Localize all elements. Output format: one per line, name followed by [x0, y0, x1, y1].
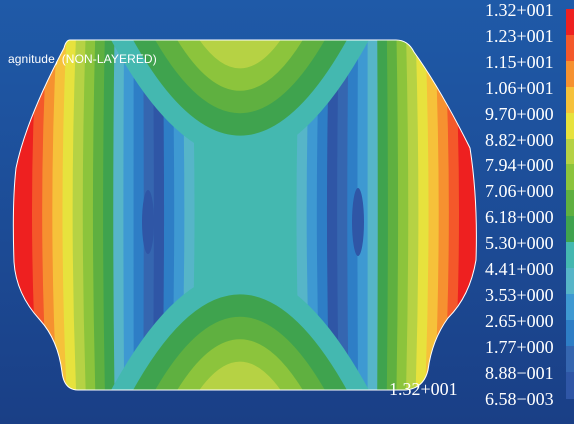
legend-label: 6.58−003 — [485, 388, 554, 409]
legend-label: 1.23+001 — [485, 25, 554, 46]
legend-label: 2.65+000 — [485, 310, 554, 331]
legend-label: 1.77+000 — [485, 336, 554, 357]
legend-swatch — [566, 190, 574, 218]
legend-swatch — [566, 268, 574, 295]
legend-label: 6.18+000 — [485, 207, 554, 228]
legend-label: 9.70+000 — [485, 103, 554, 124]
legend-swatch — [566, 371, 574, 399]
legend-label: 7.06+000 — [485, 181, 554, 202]
legend-swatch — [566, 345, 574, 373]
legend-swatch — [566, 9, 574, 36]
probe-value-label: 1.32+001 — [389, 379, 458, 399]
legend-label: 7.94+000 — [485, 155, 554, 176]
legend-label: 4.41+000 — [485, 259, 554, 279]
legend-label: 8.88−001 — [485, 362, 554, 383]
legend-swatch — [566, 216, 574, 244]
legend-swatch — [566, 112, 574, 140]
legend-swatch — [566, 293, 574, 321]
contour-band — [198, 361, 282, 390]
legend-label: 1.06+001 — [485, 77, 554, 98]
legend-swatch — [566, 34, 574, 62]
legend-label: 1.32+001 — [485, 0, 554, 20]
legend-label: 5.30+000 — [485, 233, 554, 254]
legend-label: 8.82+000 — [485, 129, 554, 150]
legend-label: 1.15+001 — [485, 51, 554, 72]
legend-label: 3.53+000 — [485, 284, 554, 305]
contour-band — [352, 188, 364, 256]
legend-swatch — [566, 164, 574, 192]
contour-band — [198, 40, 282, 69]
legend-swatch — [566, 86, 574, 114]
legend-swatch — [566, 319, 574, 347]
legend-swatch — [566, 60, 574, 88]
legend-swatch — [566, 138, 574, 166]
result-title: agnitude, (NON-LAYERED) — [8, 52, 157, 66]
legend-swatch — [566, 242, 574, 270]
plate-outline — [12, 39, 477, 391]
contour-band — [142, 190, 154, 254]
